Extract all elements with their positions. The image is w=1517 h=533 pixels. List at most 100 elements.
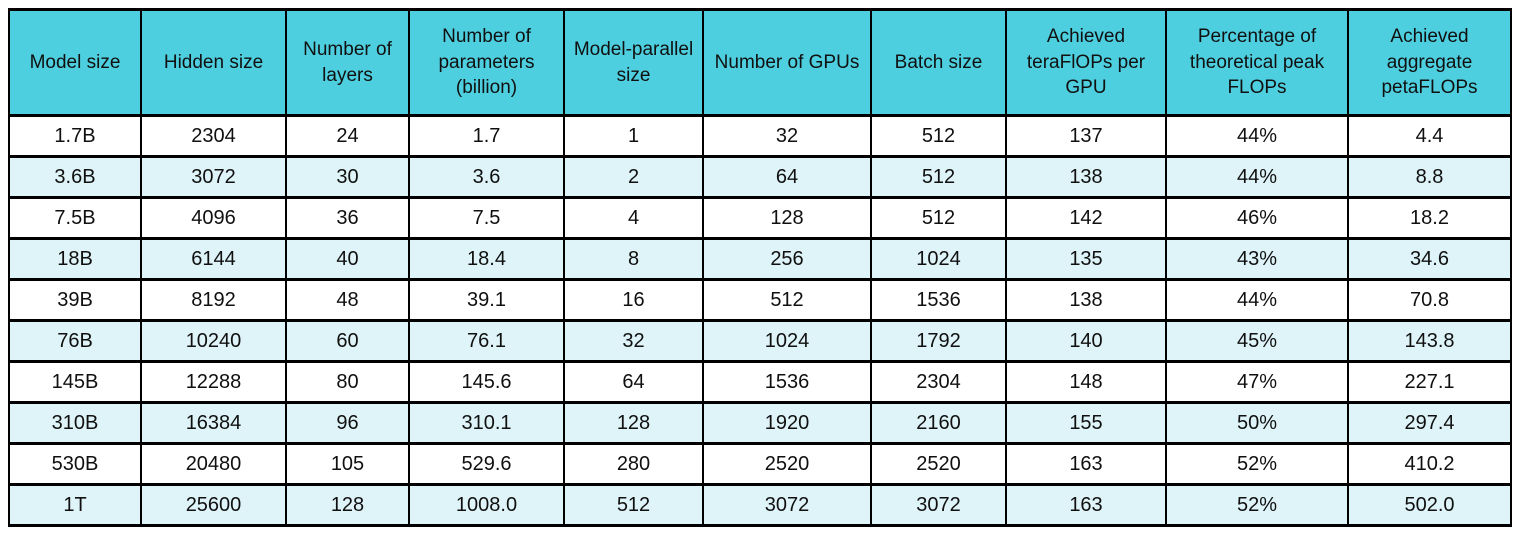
table-cell: 1024 [870,237,1007,281]
table-cell: 2160 [870,401,1007,445]
table-cell: 143.8 [1347,319,1512,363]
column-header-teraflops-per-gpu: Achieved teraFlOPs per GPU [1005,8,1167,117]
table-cell: 4 [563,196,704,240]
table-cell: 163 [1005,483,1167,527]
column-header-num-parameters: Number of parameters (billion) [408,8,565,117]
table-cell: 512 [563,483,704,527]
table-cell: 163 [1005,442,1167,486]
table-cell: 36 [285,196,410,240]
table-cell: 46% [1165,196,1349,240]
table-cell: 3072 [140,155,287,199]
table-cell: 34.6 [1347,237,1512,281]
table-cell: 4096 [140,196,287,240]
table-cell: 310.1 [408,401,565,445]
table-row: 145B 12288 80 145.6 64 1536 2304 148 47% 227.1 [8,360,1512,404]
table-cell: 280 [563,442,704,486]
table-cell: 140 [1005,319,1167,363]
table-cell: 70.8 [1347,278,1512,322]
table-cell: 128 [702,196,872,240]
table-cell: 16384 [140,401,287,445]
table-cell: 6144 [140,237,287,281]
table-cell: 47% [1165,360,1349,404]
table-cell: 512 [870,155,1007,199]
table-cell: 502.0 [1347,483,1512,527]
column-header-pct-peak-flops: Percentage of theoretical peak FLOPs [1165,8,1349,117]
table-cell: 1536 [870,278,1007,322]
table-cell: 2304 [140,114,287,158]
table-cell: 1T [8,483,142,527]
table-cell: 76.1 [408,319,565,363]
column-header-hidden-size: Hidden size [140,8,287,117]
table-cell: 530B [8,442,142,486]
table-cell: 8.8 [1347,155,1512,199]
table-cell: 39.1 [408,278,565,322]
table-cell: 2304 [870,360,1007,404]
table-cell: 25600 [140,483,287,527]
table-row: 1.7B 2304 24 1.7 1 32 512 137 44% 4.4 [8,114,1512,158]
table-cell: 12288 [140,360,287,404]
table-row: 39B 8192 48 39.1 16 512 1536 138 44% 70.8 [8,278,1512,322]
table-cell: 4.4 [1347,114,1512,158]
table-cell: 20480 [140,442,287,486]
table-row: 3.6B 3072 30 3.6 2 64 512 138 44% 8.8 [8,155,1512,199]
table-header: Model size Hidden size Number of layers … [8,8,1512,117]
table-row: 530B 20480 105 529.6 280 2520 2520 163 52% 410.2 [8,442,1512,486]
table-cell: 297.4 [1347,401,1512,445]
column-header-num-gpus: Number of GPUs [702,8,872,117]
table-row: 310B 16384 96 310.1 128 1920 2160 155 50% 297.4 [8,401,1512,445]
table-cell: 3072 [870,483,1007,527]
table-cell: 10240 [140,319,287,363]
table-cell: 3.6B [8,155,142,199]
table-cell: 138 [1005,278,1167,322]
column-header-num-layers: Number of layers [285,8,410,117]
table-cell: 18.4 [408,237,565,281]
table-cell: 1792 [870,319,1007,363]
table-cell: 2520 [870,442,1007,486]
table-cell: 3.6 [408,155,565,199]
table-cell: 18B [8,237,142,281]
column-header-model-size: Model size [8,8,142,117]
table-row: 18B 6144 40 18.4 8 256 1024 135 43% 34.6 [8,237,1512,281]
table-cell: 52% [1165,483,1349,527]
table-cell: 18.2 [1347,196,1512,240]
table-cell: 2 [563,155,704,199]
table-cell: 1920 [702,401,872,445]
table-cell: 310B [8,401,142,445]
table-cell: 45% [1165,319,1349,363]
table-cell: 138 [1005,155,1167,199]
table-cell: 135 [1005,237,1167,281]
table-cell: 43% [1165,237,1349,281]
table-cell: 1 [563,114,704,158]
table-cell: 137 [1005,114,1167,158]
table-cell: 410.2 [1347,442,1512,486]
table-cell: 40 [285,237,410,281]
table-cell: 32 [563,319,704,363]
table-cell: 16 [563,278,704,322]
table-cell: 7.5B [8,196,142,240]
table-cell: 1.7B [8,114,142,158]
table-cell: 128 [563,401,704,445]
table-cell: 155 [1005,401,1167,445]
table-cell: 1.7 [408,114,565,158]
table-cell: 64 [563,360,704,404]
table-row: 76B 10240 60 76.1 32 1024 1792 140 45% 143.8 [8,319,1512,363]
table-cell: 30 [285,155,410,199]
table-cell: 60 [285,319,410,363]
table-cell: 44% [1165,278,1349,322]
column-header-aggregate-petaflops: Achieved aggregate petaFLOPs [1347,8,1512,117]
model-scaling-table: Model size Hidden size Number of layers … [8,8,1512,527]
table-cell: 148 [1005,360,1167,404]
header-row: Model size Hidden size Number of layers … [8,8,1512,117]
table-cell: 8 [563,237,704,281]
table-cell: 1536 [702,360,872,404]
table-row: 7.5B 4096 36 7.5 4 128 512 142 46% 18.2 [8,196,1512,240]
table-body: 1.7B 2304 24 1.7 1 32 512 137 44% 4.4 3.6B 3072 30 3.… [8,114,1512,527]
table-cell: 52% [1165,442,1349,486]
table-cell: 145.6 [408,360,565,404]
table-row: 1T 25600 128 1008.0 512 3072 3072 163 52% 502.0 [8,483,1512,527]
table-cell: 2520 [702,442,872,486]
table-cell: 48 [285,278,410,322]
table-cell: 1024 [702,319,872,363]
table-cell: 76B [8,319,142,363]
